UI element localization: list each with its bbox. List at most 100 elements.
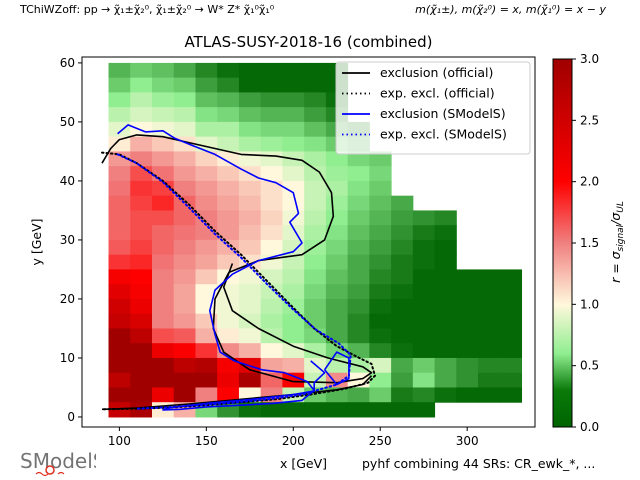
x-tick-label: 300 (456, 434, 479, 448)
heatmap-cell (217, 77, 240, 93)
heatmap-cell (108, 239, 131, 256)
heatmap-cell (412, 328, 436, 344)
heatmap-cell (130, 343, 153, 359)
heatmap-cell (151, 343, 175, 359)
heatmap-cell (325, 151, 349, 167)
heatmap-cell (238, 77, 262, 93)
heatmap-cell (304, 121, 327, 138)
exclusion-curves (101, 124, 376, 411)
heatmap-cell (151, 372, 175, 388)
heatmap-cell (456, 357, 479, 374)
heatmap-cell (260, 313, 283, 329)
heatmap-cell (499, 357, 523, 374)
heatmap-cell (369, 402, 392, 418)
heatmap-cell (391, 298, 414, 315)
heatmap-cell (369, 151, 392, 167)
heatmap-cell (391, 254, 414, 270)
plot-frame (81, 56, 536, 428)
heatmap-cell (108, 195, 131, 211)
heatmap-cell (130, 402, 153, 418)
heatmap-cell (282, 328, 305, 344)
heatmap-cell (195, 328, 218, 344)
heatmap-cell (478, 372, 501, 388)
heatmap-cell (173, 92, 196, 108)
heatmap-cell (260, 180, 283, 197)
heatmap-cell (282, 121, 305, 138)
heatmap-cell (108, 298, 131, 315)
y-axis: 0 10 20 30 40 50 60 (60, 56, 82, 424)
heatmap-cell (434, 269, 457, 285)
heatmap-cell (108, 180, 131, 197)
heatmap-cell (151, 210, 175, 226)
y-tick-label: 20 (60, 292, 75, 306)
heatmap-cell (217, 284, 240, 300)
heatmap-cell (369, 298, 392, 315)
heatmap-cell (325, 195, 349, 211)
heatmap-cell (260, 343, 283, 359)
heatmap-cell (499, 269, 523, 285)
heatmap-cell (325, 210, 349, 226)
heatmap-cell (238, 328, 262, 344)
heatmap-cell (173, 387, 196, 403)
heatmap-cell (325, 402, 349, 418)
heatmap-cell (369, 343, 392, 359)
heatmap-cell (217, 372, 240, 388)
heatmap-cell (412, 210, 436, 226)
heatmap-cell (260, 107, 283, 123)
heatmap-cell (260, 121, 283, 138)
heatmap-cell (151, 166, 175, 182)
heatmap-cell (108, 225, 131, 241)
heatmap-cell (108, 77, 131, 93)
heatmap-cell (347, 387, 370, 403)
heatmap-cell (391, 402, 414, 418)
heatmap-cell (260, 92, 283, 108)
heatmap-cell (195, 92, 218, 108)
heatmap-cell (456, 298, 479, 315)
heatmap-cell (499, 313, 523, 329)
smodels-logo: SModelS (20, 449, 96, 477)
heatmap-cell (304, 269, 327, 285)
y-tick-label: 10 (60, 351, 75, 365)
heatmap-cell (391, 357, 414, 374)
heatmap-cell (325, 372, 349, 388)
heatmap-cell (195, 239, 218, 256)
heatmap-cell (478, 328, 501, 344)
heatmap-cell (325, 313, 349, 329)
heatmap-cell (151, 269, 175, 285)
heatmap-cell (260, 151, 283, 167)
heatmap-cell (217, 298, 240, 315)
heatmap-cell (282, 239, 305, 256)
heatmap-cell (434, 284, 457, 300)
heatmap-cell (195, 372, 218, 388)
heatmap-cell (282, 77, 305, 93)
heatmap-cell (195, 254, 218, 270)
heatmap-cell (108, 254, 131, 270)
heatmap-cell (478, 298, 501, 315)
x-axis: 100 150 200 250 300 (108, 427, 479, 448)
heatmap-cell (325, 254, 349, 270)
heatmap-cell (238, 121, 262, 138)
heatmap-cell (369, 239, 392, 256)
heatmap-cell (325, 225, 349, 241)
heatmap-cell (478, 269, 501, 285)
heatmap-cell (456, 269, 479, 285)
heatmap-cell (238, 210, 262, 226)
heatmap-cell (151, 357, 175, 374)
heatmap-cell (108, 151, 131, 167)
heatmap-cell (217, 357, 240, 374)
heatmap-cell (369, 195, 392, 211)
heatmap-cell (347, 343, 370, 359)
heatmap-cell (412, 313, 436, 329)
heatmap-cell (347, 402, 370, 418)
heatmap-cell (282, 62, 305, 79)
heatmap-cell (217, 121, 240, 138)
heatmap-cell (130, 298, 153, 315)
heatmap-cell (325, 166, 349, 182)
heatmap-cell (130, 372, 153, 388)
heatmap-cell (130, 313, 153, 329)
heatmap-cell (108, 92, 131, 108)
heatmap-cell (108, 121, 131, 138)
heatmap-cell (173, 225, 196, 241)
figure-supertitle-right: m(χ̃₁±), m(χ̃₂⁰) = x, m(χ̃₁⁰) = x − y (415, 3, 606, 16)
heatmap-cell (108, 313, 131, 329)
